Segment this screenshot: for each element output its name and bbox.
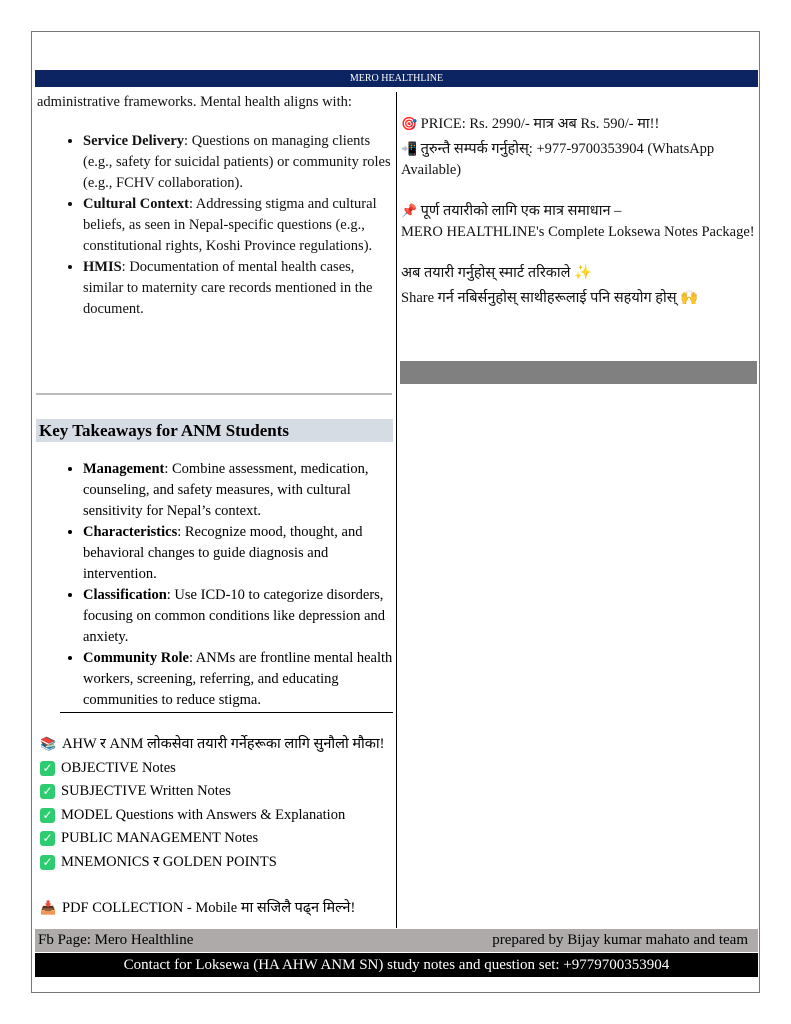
left-column: administrative frameworks. Mental health… — [37, 92, 393, 320]
column-divider — [396, 92, 397, 928]
contact-bar: Contact for Loksewa (HA AHW ANM SN) stud… — [35, 953, 758, 977]
list-item: Characteristics: Recognize mood, thought… — [83, 522, 393, 585]
list-item: Cultural Context: Addressing stigma and … — [83, 194, 393, 257]
page-border — [31, 31, 760, 993]
list-item: Community Role: ANMs are frontline menta… — [83, 648, 393, 711]
share-text: Share गर्न नबिर्सनुहोस् साथीहरूलाई पनि स… — [401, 290, 699, 306]
check-icon: ✓ — [40, 807, 55, 823]
download-icon: 📥 — [40, 901, 57, 916]
list-item: Classification: Use ICD-10 to categorize… — [83, 585, 393, 648]
phone-icon: 📲 — [401, 142, 418, 157]
alignment-list: Service Delivery: Questions on managing … — [37, 131, 393, 320]
underline-divider — [60, 712, 393, 713]
section-divider — [36, 393, 392, 395]
prepared-by: prepared by Bijay kumar mahato and team — [492, 932, 748, 948]
fb-page: Fb Page: Mero Healthline — [38, 932, 194, 948]
list-item: Service Delivery: Questions on managing … — [83, 131, 393, 194]
price-text: PRICE: Rs. 2990/- मात्र अब Rs. 590/- मा!… — [420, 116, 660, 132]
smart-text: अब तयारी गर्नुहोस् स्मार्ट तरिकाले ✨ — [401, 265, 593, 281]
list-item: HMIS: Documentation of mental health cas… — [83, 257, 393, 320]
pin-icon: 📌 — [401, 204, 418, 219]
books-icon: 📚 — [40, 737, 57, 752]
promo-block: 📚 AHW र ANM लोकसेवा तयारी गर्नेहरूका लागि… — [40, 733, 396, 921]
check-icon: ✓ — [40, 760, 55, 776]
page-header: MERO HEALTHLINE — [35, 70, 758, 87]
intro-text: administrative frameworks. Mental health… — [37, 94, 352, 110]
footer-bar: Fb Page: Mero Healthline prepared by Bij… — [35, 929, 758, 952]
check-icon: ✓ — [40, 784, 55, 800]
takeaways-list: Management: Combine assessment, medicati… — [37, 459, 393, 711]
target-icon: 🎯 — [401, 117, 418, 132]
list-item: Management: Combine assessment, medicati… — [83, 459, 393, 522]
contact-text: तुरुन्तै सम्पर्क गर्नुहोस्: +977-9700353… — [401, 141, 715, 178]
gray-bar — [400, 361, 757, 384]
package-text: MERO HEALTHLINE's Complete Loksewa Notes… — [401, 224, 755, 240]
section-heading: Key Takeaways for ANM Students — [36, 419, 393, 442]
check-icon: ✓ — [40, 854, 55, 870]
right-column: 🎯 PRICE: Rs. 2990/- मात्र अब Rs. 590/- म… — [401, 114, 757, 313]
check-icon: ✓ — [40, 831, 55, 847]
